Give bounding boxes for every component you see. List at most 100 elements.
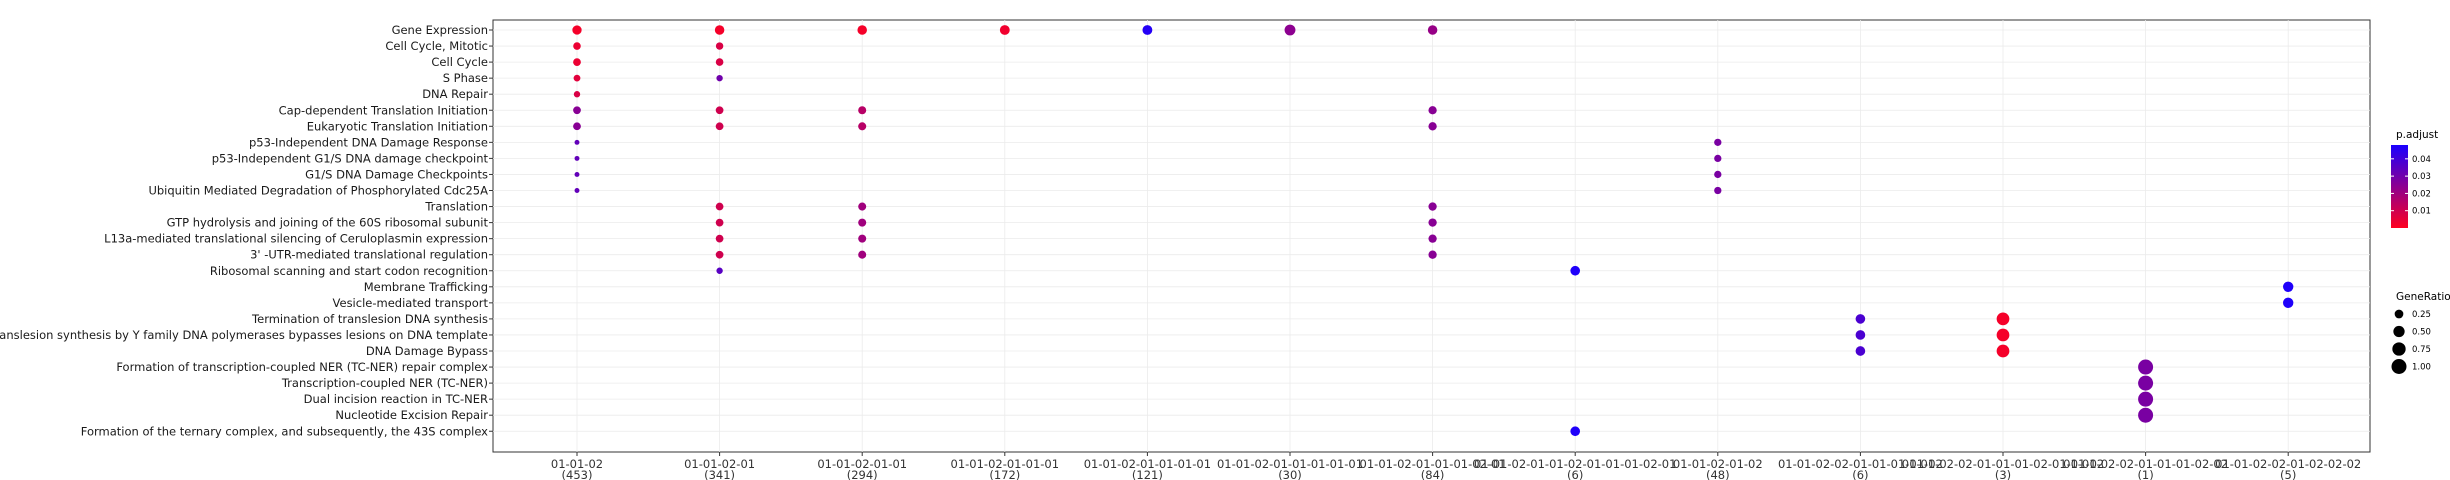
y-tick-label: S Phase bbox=[443, 71, 488, 85]
data-point bbox=[715, 42, 724, 50]
y-tick-label: Formation of transcription-coupled NER (… bbox=[116, 360, 488, 374]
data-point bbox=[715, 106, 724, 115]
data-point bbox=[1428, 202, 1437, 211]
data-point bbox=[574, 171, 580, 177]
size-legend-keys: 0.25 0.50 0.75 1.00 bbox=[2391, 309, 2431, 374]
data-point bbox=[1855, 330, 1866, 340]
y-tick-label: Cap-dependent Translation Initiation bbox=[279, 103, 488, 117]
x-tick-label: 01-01-02-02-01-02-02-02 bbox=[2215, 457, 2361, 471]
y-tick-label: Nucleotide Excision Repair bbox=[335, 408, 488, 422]
x-tick-label: 01-01-02-02-01-01-01-02-02 bbox=[2063, 457, 2228, 471]
x-tick-label: 01-01-02-01-02 bbox=[1673, 457, 1763, 471]
data-point bbox=[857, 25, 867, 35]
x-tick-count: (48) bbox=[1706, 468, 1730, 480]
data-point bbox=[1142, 25, 1153, 35]
color-tick-label: 0.04 bbox=[2412, 155, 2431, 165]
data-point bbox=[572, 25, 582, 35]
data-point bbox=[715, 58, 724, 66]
data-point bbox=[2138, 391, 2154, 407]
color-tick-label: 0.03 bbox=[2412, 172, 2431, 182]
size-key-dot bbox=[2393, 325, 2405, 338]
data-point bbox=[1855, 314, 1866, 324]
y-tick-label: Ubiquitin Mediated Degradation of Phosph… bbox=[148, 184, 488, 198]
data-point bbox=[858, 202, 867, 211]
y-tick-label: Vesicle-mediated transport bbox=[333, 296, 489, 310]
size-key-label: 0.50 bbox=[2412, 328, 2431, 338]
x-tick-count: (30) bbox=[1278, 468, 1302, 480]
data-point bbox=[2283, 281, 2294, 292]
color-legend-bar: 0.04 0.03 0.02 0.01 bbox=[2391, 145, 2431, 228]
data-point bbox=[715, 218, 724, 227]
y-tick-label: Eukaryotic Translation Initiation bbox=[307, 119, 488, 133]
data-point bbox=[716, 74, 723, 82]
x-tick-label: 01-01-02-02-01-01-01-02-01-01-02 bbox=[1902, 457, 2104, 471]
x-tick-label: 01-01-02 bbox=[551, 457, 603, 471]
data-point bbox=[715, 202, 724, 211]
data-point bbox=[1428, 234, 1437, 243]
size-key-dot bbox=[2391, 359, 2407, 374]
data-point bbox=[573, 58, 581, 66]
data-point bbox=[858, 218, 867, 227]
y-tick-label: GTP hydrolysis and joining of the 60S ri… bbox=[167, 216, 489, 230]
data-point bbox=[573, 74, 581, 82]
size-legend-title: GeneRatio bbox=[2396, 291, 2450, 303]
y-tick-label: Termination of translesion DNA synthesis bbox=[251, 312, 488, 326]
y-tick-label: Ribosomal scanning and start codon recog… bbox=[210, 264, 488, 278]
legend: p.adjust 0.04 0.03 0.02 0.01 GeneRatio 0.25… bbox=[2391, 129, 2450, 374]
color-legend-title: p.adjust bbox=[2396, 129, 2438, 141]
size-key-label: 0.25 bbox=[2412, 310, 2431, 320]
data-point bbox=[1427, 25, 1438, 35]
data-point bbox=[573, 106, 581, 115]
x-tick-label: 01-01-02-01-01 bbox=[817, 457, 907, 471]
data-point bbox=[2283, 297, 2294, 309]
data-point bbox=[714, 25, 725, 35]
y-tick-label: Dual incision reaction in TC-NER bbox=[304, 392, 488, 406]
data-point bbox=[1284, 24, 1296, 36]
data-point bbox=[2138, 407, 2154, 423]
x-tick-count: (294) bbox=[847, 468, 878, 480]
x-tick-label: 01-01-02-01-01-02-01-01-01-02-01 bbox=[1474, 457, 1676, 471]
data-point bbox=[1714, 186, 1722, 195]
data-point bbox=[1714, 170, 1722, 179]
color-tick-label: 0.01 bbox=[2412, 207, 2431, 217]
x-tick-label: 01-01-02-01-01-01-02-01 bbox=[1360, 457, 1506, 471]
y-tick-label: Transcription-coupled NER (TC-NER) bbox=[281, 376, 488, 390]
x-tick-count: (1) bbox=[2137, 468, 2153, 480]
x-tick-count: (3) bbox=[1995, 468, 2011, 480]
data-point bbox=[1996, 312, 2010, 326]
data-point bbox=[1428, 106, 1437, 115]
data-point bbox=[2138, 359, 2154, 375]
y-tick-label: L13a-mediated translational silencing of… bbox=[104, 232, 488, 246]
y-tick-label: DNA Damage Bypass bbox=[366, 344, 488, 358]
x-tick-count: (6) bbox=[1852, 468, 1868, 480]
data-point bbox=[573, 91, 581, 98]
y-tick-label: G1/S DNA Damage Checkpoints bbox=[305, 167, 488, 181]
y-tick-label: Membrane Trafficking bbox=[364, 280, 488, 294]
x-tick-label: 01-01-02-01 bbox=[684, 457, 755, 471]
x-tick-count: (121) bbox=[1132, 468, 1163, 480]
color-gradient-bar bbox=[2391, 145, 2408, 228]
y-tick-label: 3' -UTR-mediated translational regulatio… bbox=[250, 248, 488, 262]
y-tick-label: Cell Cycle, Mitotic bbox=[385, 39, 488, 53]
data-point bbox=[858, 106, 867, 115]
data-point bbox=[573, 122, 581, 131]
data-point bbox=[1855, 346, 1866, 356]
data-point bbox=[573, 42, 581, 50]
data-point bbox=[715, 250, 724, 259]
size-key-label: 1.00 bbox=[2412, 363, 2431, 373]
data-point bbox=[1714, 154, 1722, 163]
data-points bbox=[572, 24, 2294, 437]
y-tick-label: p53-Independent DNA Damage Response bbox=[249, 135, 488, 149]
data-point bbox=[1570, 265, 1581, 276]
x-axis-labels: 01-01-02(453) 01-01-02-01(341) 01-01-02-01… bbox=[551, 452, 2361, 480]
y-tick-label: p53-Independent G1/S DNA damage checkpoi… bbox=[212, 151, 489, 165]
x-tick-count: (453) bbox=[562, 468, 593, 480]
data-point bbox=[1428, 122, 1437, 131]
size-key-dot bbox=[2392, 342, 2406, 356]
data-point bbox=[858, 234, 867, 243]
data-point bbox=[1996, 344, 2010, 358]
y-tick-label: Translesion synthesis by Y family DNA po… bbox=[0, 328, 488, 342]
data-point bbox=[715, 234, 724, 243]
data-point bbox=[574, 188, 580, 193]
